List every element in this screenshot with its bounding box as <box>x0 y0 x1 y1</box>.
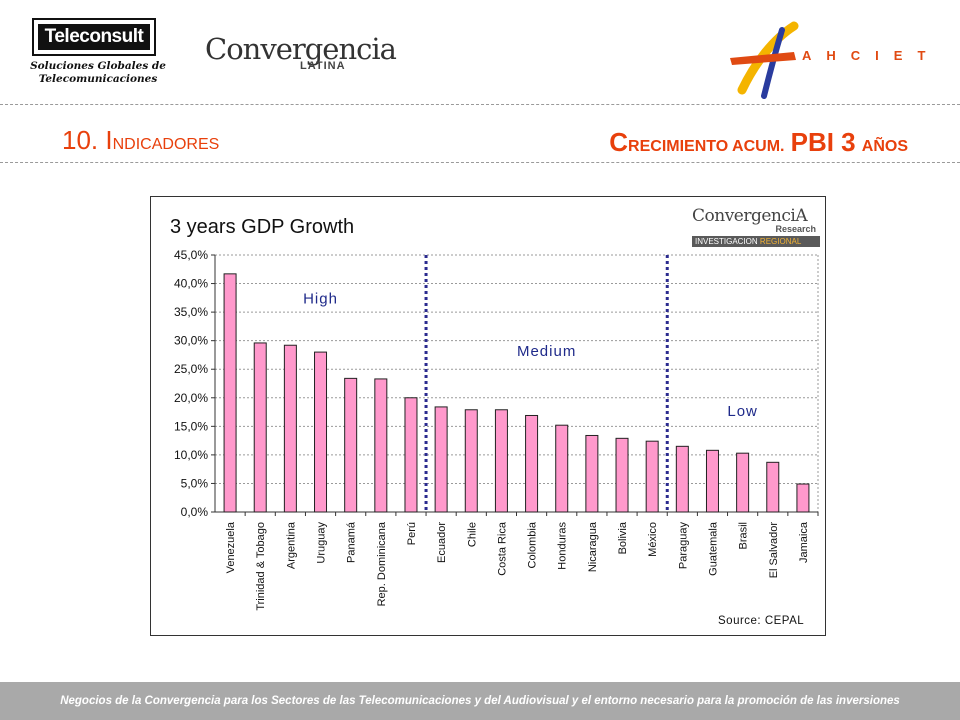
x-tick-label: Ecuador <box>436 522 448 563</box>
bar <box>705 449 719 513</box>
x-tick-label: Paraguay <box>677 522 689 570</box>
bar <box>555 424 569 513</box>
convergencia-latina-logo: Convergencia LATINA <box>205 32 397 72</box>
x-tick-label: Trinidad & Tobago <box>255 522 267 611</box>
bar <box>585 434 599 513</box>
teleconsult-logo-name: Teleconsult <box>38 24 150 50</box>
y-tick-label: 30,0% <box>174 334 208 348</box>
y-tick-label: 35,0% <box>174 305 208 319</box>
y-tick-label: 20,0% <box>174 391 208 405</box>
bar <box>404 397 418 513</box>
bar <box>223 273 237 513</box>
section-number: 10. <box>62 125 99 155</box>
bar <box>645 440 659 513</box>
slide-title-pbi: PBI 3 <box>790 127 856 157</box>
group-label: Low <box>727 403 758 420</box>
x-tick-label: Jamaica <box>798 521 810 563</box>
bar <box>374 378 388 513</box>
slide-title-part2: AÑOS <box>861 138 908 155</box>
ahciet-letters: AHCIET <box>802 48 941 63</box>
header-divider-top <box>0 104 960 105</box>
convergencia-research-logo: ConvergenciA Research INVESTIGACION REGI… <box>692 207 820 247</box>
x-tick-label: Brasil <box>738 522 750 550</box>
bar <box>736 452 750 513</box>
x-tick-label: Bolivia <box>617 521 629 554</box>
x-tick-label: México <box>647 522 659 557</box>
convergencia-logo-text: Convergencia <box>205 32 397 66</box>
x-tick-label: Venezuela <box>225 521 237 573</box>
bar <box>314 351 328 513</box>
teleconsult-logo-box: Teleconsult <box>32 18 156 56</box>
x-tick-label: Honduras <box>557 522 569 570</box>
bar <box>675 445 689 513</box>
y-tick-label: 45,0% <box>174 248 208 262</box>
convergencia-research-logo-text: ConvergenciA <box>692 206 808 226</box>
investigacion-text: INVESTIGACION <box>695 237 758 246</box>
bar <box>766 461 780 513</box>
teleconsult-tagline-line2: Telecomunicaciones <box>38 73 158 85</box>
footer-bar: Negocios de la Convergencia para los Sec… <box>0 682 960 720</box>
slide-title-initial: C <box>609 127 629 157</box>
ahciet-swoosh-icon <box>730 21 799 99</box>
teleconsult-logo: Teleconsult Soluciones Globales de Telec… <box>18 18 178 86</box>
y-tick-label: 0,0% <box>181 505 209 519</box>
latina-logo-text: LATINA <box>300 60 346 72</box>
x-tick-label: Chile <box>466 522 478 547</box>
bar <box>434 406 448 513</box>
teleconsult-tagline: Soluciones Globales de Telecomunicacione… <box>18 60 178 86</box>
y-tick-label: 40,0% <box>174 277 208 291</box>
group-label: High <box>303 291 338 308</box>
x-tick-label: El Salvador <box>768 522 780 579</box>
section-name: NDICADORES <box>112 136 220 153</box>
x-tick-label: Perú <box>406 522 418 545</box>
y-tick-label: 25,0% <box>174 362 208 376</box>
section-title: 10. INDICADORES <box>62 125 219 156</box>
bar <box>615 437 629 513</box>
ahciet-logo: AHCIET <box>724 20 949 100</box>
bar <box>253 342 267 513</box>
footer-text: Negocios de la Convergencia para los Sec… <box>60 695 900 707</box>
y-tick-label: 15,0% <box>174 419 208 433</box>
x-tick-label: Argentina <box>285 521 297 569</box>
bar <box>344 377 358 513</box>
y-tick-label: 5,0% <box>181 476 209 490</box>
bar <box>283 344 297 513</box>
bar <box>494 409 508 513</box>
x-tick-label: Uruguay <box>316 522 328 564</box>
research-logo-text: Research <box>775 224 816 234</box>
group-label: Medium <box>517 343 576 360</box>
chart-title: 3 years GDP Growth <box>170 216 355 238</box>
x-tick-label: Rep. Dominicana <box>376 521 388 606</box>
bar <box>525 414 539 513</box>
regional-text: REGIONAL <box>759 237 802 246</box>
slide-title: CRECIMIENTO ACUM. PBI 3 AÑOS <box>609 127 908 158</box>
x-tick-label: Costa Rica <box>496 521 508 576</box>
teleconsult-tagline-line1: Soluciones Globales de <box>30 60 166 72</box>
investigacion-regional-bar: INVESTIGACION REGIONAL <box>692 236 820 247</box>
x-tick-label: Panamá <box>346 521 358 563</box>
x-tick-label: Guatemala <box>707 521 719 576</box>
x-tick-label: Colombia <box>527 521 539 568</box>
bar <box>796 483 810 513</box>
bar <box>464 409 478 513</box>
header-divider-bottom <box>0 162 960 163</box>
chart-source: Source: CEPAL <box>718 615 805 627</box>
section-initial: I <box>105 125 113 155</box>
x-tick-label: Nicaragua <box>587 521 599 572</box>
y-tick-label: 10,0% <box>174 448 208 462</box>
slide-title-part1: RECIMIENTO ACUM. <box>628 138 785 155</box>
